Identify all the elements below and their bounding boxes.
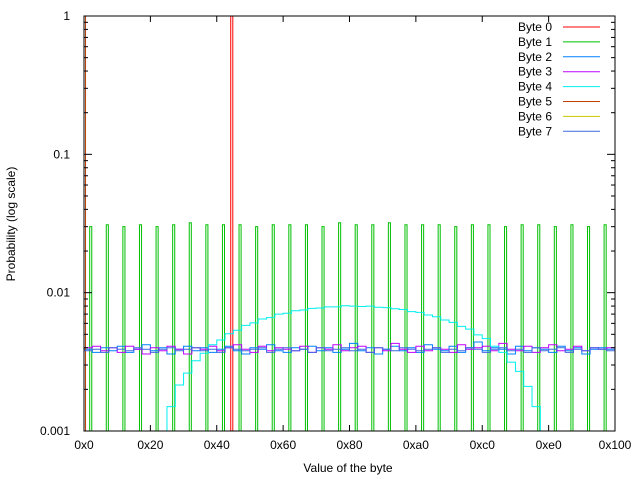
legend-label: Byte 4 [518,80,552,94]
spike-mark [404,224,408,431]
step-line [166,305,549,431]
spike-mark [487,224,491,431]
spike-mark [84,16,87,431]
spike-mark [537,224,541,431]
x-tick-label: 0xe0 [536,438,562,452]
spike-mark [603,224,607,431]
spike-mark [138,224,143,431]
y-tick-label: 0.1 [53,147,70,161]
spike-mark [155,226,159,431]
y-tick-label: 0.001 [40,424,70,438]
legend-label: Byte 6 [518,109,552,123]
legend-label: Byte 1 [518,35,552,49]
axes: 0x0 0x20 0x40 0x60 0x80 0xa0 0xc0 0xe0 0x100 1 0.1… [40,9,632,452]
spike-mark [105,224,109,431]
legend-label: Byte 5 [518,95,552,109]
spike-mark [238,224,242,431]
spike-mark [321,226,325,431]
series-byte-7 [84,347,615,353]
legend-label: Byte 7 [518,124,552,138]
spike-mark [354,224,358,431]
legend-label: Byte 3 [518,65,552,79]
spike-mark [570,224,574,431]
spike-mark [586,226,591,431]
x-tick-label: 0xa0 [403,438,429,452]
step-line [84,347,615,353]
spike-mark [553,226,557,431]
spike-mark [230,16,234,431]
x-tick-label: 0x60 [270,438,296,452]
spike-mark [387,222,391,431]
plot-marks [84,16,615,431]
spike-mark [454,226,458,431]
spike-mark [221,224,226,431]
spike-mark [437,224,441,431]
spike-mark [255,226,259,431]
spike-mark [371,224,375,431]
series-byte-0 [230,16,234,431]
x-tick-label: 0x80 [336,438,362,452]
series-byte-4 [166,305,549,431]
x-tick-label: 0x20 [137,438,163,452]
spike-mark [271,224,275,431]
y-tick-label: 0.01 [47,286,71,300]
spike-mark [338,222,342,431]
spike-mark [304,224,308,431]
spike-mark [520,224,524,431]
x-axis-label: Value of the byte [303,461,393,475]
spike-mark [172,224,176,431]
spike-mark [122,226,126,431]
spike-mark [470,224,474,431]
spike-mark [421,224,425,431]
y-tick-label: 1 [63,9,70,23]
legend-label: Byte 2 [518,50,552,64]
y-axis-label: Probability (log scale) [4,167,18,282]
spike-mark [89,226,93,431]
spike-mark [188,222,192,431]
x-tick-label: 0xc0 [470,438,496,452]
spike-mark [205,224,209,431]
spike-mark [504,226,508,431]
series-byte-1 [89,222,607,431]
legend-label: Byte 0 [518,20,552,34]
spike-mark [288,224,292,431]
x-tick-label: 0x40 [204,438,230,452]
series-byte-5 [84,16,87,431]
x-tick-label: 0x100 [599,438,632,452]
x-tick-label: 0x0 [74,438,94,452]
